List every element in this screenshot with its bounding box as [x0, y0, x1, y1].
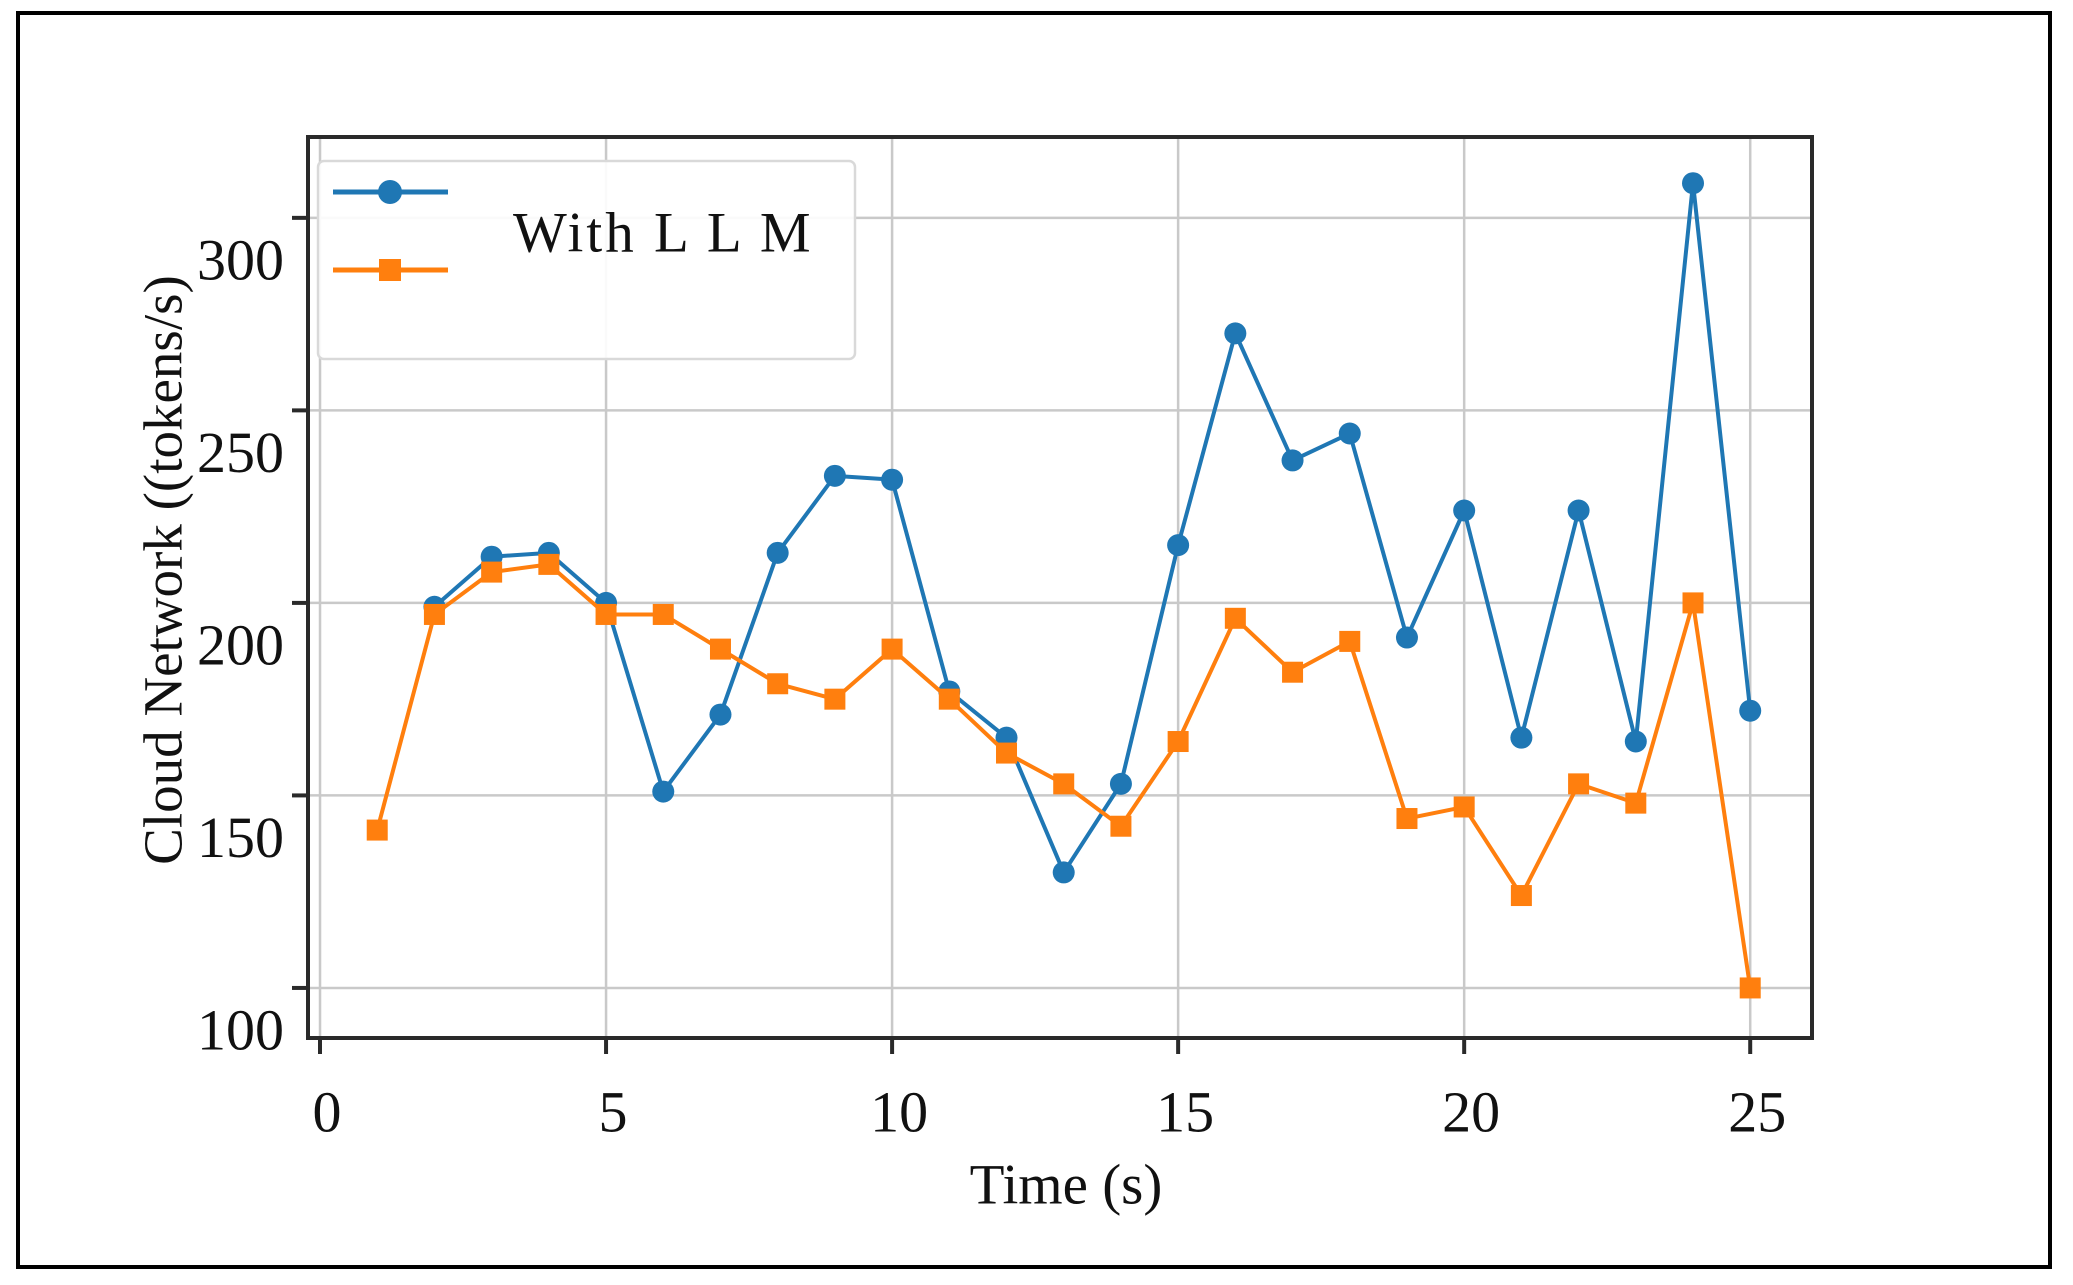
data-point-marker — [1109, 772, 1132, 795]
data-point-marker — [1682, 592, 1704, 614]
data-point-marker — [538, 553, 560, 575]
legend-box — [316, 159, 857, 361]
data-point-marker — [881, 468, 904, 491]
data-point-marker — [1281, 449, 1304, 472]
y-tick-label: 300 — [197, 227, 284, 292]
data-point-marker — [709, 638, 731, 660]
y-tick-label: 100 — [197, 997, 284, 1062]
data-point-marker — [1510, 726, 1533, 749]
data-point-marker — [1624, 730, 1647, 753]
data-point-marker — [1567, 499, 1590, 522]
data-point-marker — [1453, 499, 1476, 522]
x-tick-label: 20 — [1442, 1080, 1500, 1145]
axes-spines — [306, 135, 1814, 1040]
data-point-marker — [366, 819, 388, 841]
data-point-marker — [1739, 699, 1762, 722]
data-point-marker — [823, 464, 846, 487]
data-point-marker — [1739, 977, 1761, 999]
data-point-marker — [481, 561, 503, 583]
data-point-marker — [1339, 630, 1361, 652]
data-point-marker — [1568, 773, 1590, 795]
data-point-marker — [1510, 885, 1532, 907]
data-point-marker — [652, 780, 675, 803]
y-tick-label: 150 — [197, 805, 284, 870]
legend-marker — [378, 180, 402, 204]
data-point-marker — [595, 603, 617, 625]
x-tick-label: 15 — [1156, 1080, 1214, 1145]
data-point-marker — [1453, 796, 1475, 818]
legend-marker — [379, 259, 401, 281]
series-line-with-llm — [433, 181, 1753, 875]
data-point-marker — [709, 703, 732, 726]
data-point-marker — [766, 541, 789, 564]
data-point-marker — [1395, 626, 1418, 649]
x-tick-label: 25 — [1728, 1080, 1786, 1145]
data-point-marker — [824, 688, 846, 710]
data-point-marker — [423, 603, 445, 625]
data-point-marker — [1167, 534, 1190, 557]
y-tick-label: 200 — [197, 612, 284, 677]
data-point-marker — [1224, 607, 1246, 629]
legend-label: With L L M — [513, 202, 814, 265]
data-point-marker — [1338, 422, 1361, 445]
data-point-marker — [1224, 322, 1247, 345]
data-point-marker — [652, 603, 674, 625]
data-point-marker — [1282, 661, 1304, 683]
x-tick-label: 10 — [870, 1080, 928, 1145]
data-point-marker — [1625, 792, 1647, 814]
data-point-marker — [1110, 815, 1132, 837]
data-point-marker — [1052, 861, 1075, 884]
data-point-marker — [938, 688, 960, 710]
x-tick-label: 5 — [599, 1080, 628, 1145]
x-axis-label: Time (s) — [970, 1154, 1163, 1217]
data-point-marker — [1396, 808, 1418, 830]
data-point-marker — [1167, 731, 1189, 753]
data-point-marker — [996, 742, 1018, 764]
data-point-marker — [881, 638, 903, 660]
y-axis-label: Cloud Network ((tokens/s) — [133, 275, 194, 865]
data-point-marker — [1053, 773, 1075, 795]
data-point-marker — [1682, 172, 1705, 195]
x-tick-label: 0 — [313, 1080, 342, 1145]
data-point-marker — [767, 673, 789, 695]
y-tick-label: 250 — [197, 420, 284, 485]
